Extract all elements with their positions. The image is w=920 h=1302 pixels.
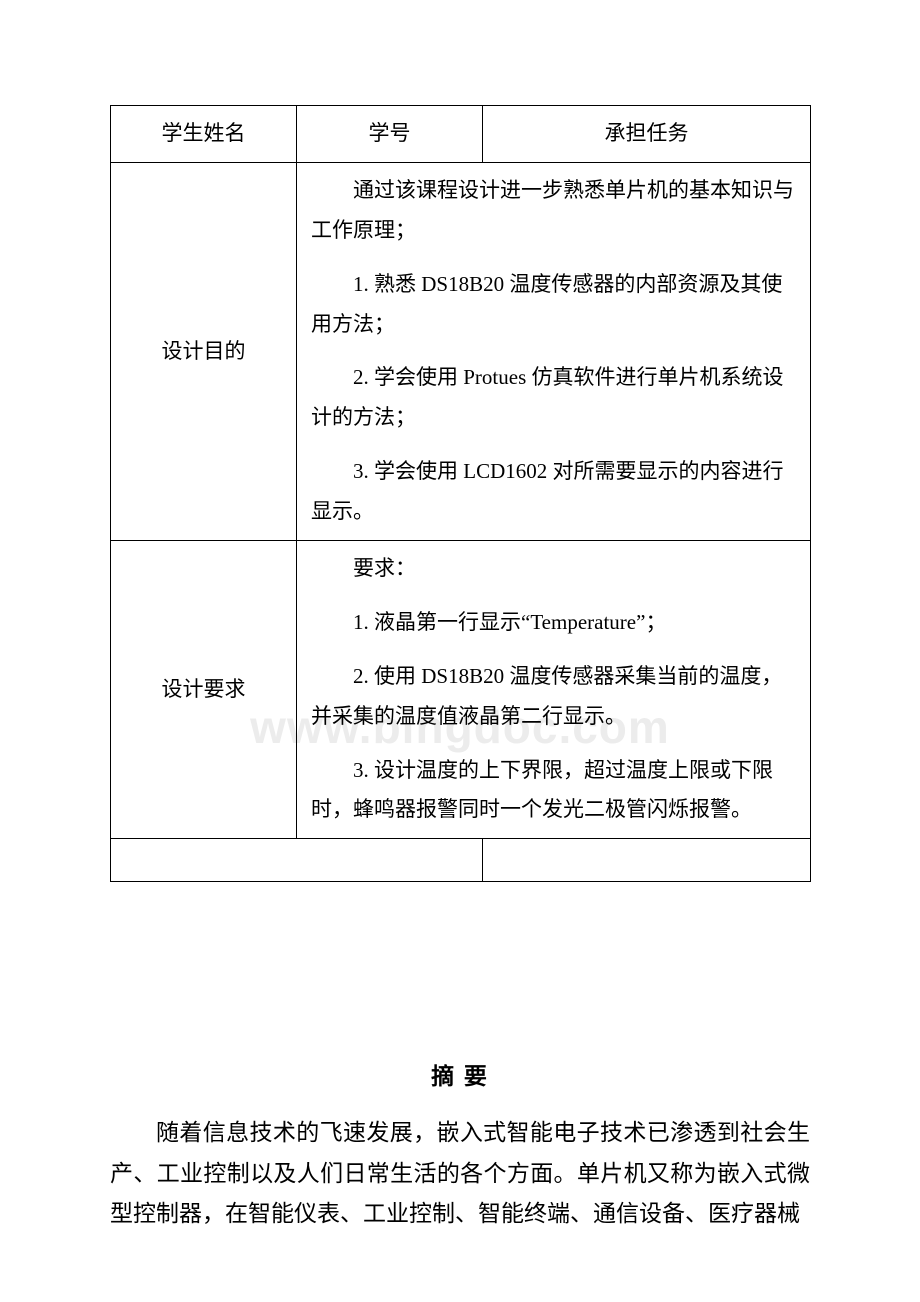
abstract-title: 摘 要 — [110, 1057, 810, 1091]
header-id: 学号 — [297, 106, 483, 163]
label-design-purpose: 设计目的 — [111, 162, 297, 540]
label-design-requirements: 设计要求 — [111, 541, 297, 839]
req-lead: 要求： — [311, 549, 796, 589]
content-design-requirements: 要求： 1. 液晶第一行显示“Temperature”； 2. 使用 DS18B… — [297, 541, 811, 839]
header-task: 承担任务 — [483, 106, 811, 163]
purpose-item-3: 3. 学会使用 LCD1602 对所需要显示的内容进行显示。 — [311, 452, 796, 532]
abstract-body: 随着信息技术的飞速发展，嵌入式智能电子技术已渗透到社会生产、工业控制以及人们日常… — [110, 1113, 810, 1234]
document-page: 学生姓名 学号 承担任务 设计目的 通过该课程设计进一步熟悉单片机的基本知识与工… — [0, 0, 920, 1294]
purpose-item-1: 1. 熟悉 DS18B20 温度传感器的内部资源及其使用方法； — [311, 265, 796, 345]
req-item-2: 2. 使用 DS18B20 温度传感器采集当前的温度，并采集的温度值液晶第二行显… — [311, 657, 796, 737]
purpose-intro: 通过该课程设计进一步熟悉单片机的基本知识与工作原理； — [311, 171, 796, 251]
req-item-1: 1. 液晶第一行显示“Temperature”； — [311, 603, 796, 643]
spec-table: 学生姓名 学号 承担任务 设计目的 通过该课程设计进一步熟悉单片机的基本知识与工… — [110, 105, 811, 882]
content-design-purpose: 通过该课程设计进一步熟悉单片机的基本知识与工作原理； 1. 熟悉 DS18B20… — [297, 162, 811, 540]
purpose-item-2: 2. 学会使用 Protues 仿真软件进行单片机系统设计的方法； — [311, 358, 796, 438]
empty-cell-right — [483, 839, 811, 882]
req-item-3: 3. 设计温度的上下界限，超过温度上限或下限时，蜂鸣器报警同时一个发光二极管闪烁… — [311, 751, 796, 831]
table-header-row: 学生姓名 学号 承担任务 — [111, 106, 811, 163]
row-empty-tail — [111, 839, 811, 882]
row-design-purpose: 设计目的 通过该课程设计进一步熟悉单片机的基本知识与工作原理； 1. 熟悉 DS… — [111, 162, 811, 540]
empty-cell-left — [111, 839, 483, 882]
header-name: 学生姓名 — [111, 106, 297, 163]
row-design-requirements: 设计要求 要求： 1. 液晶第一行显示“Temperature”； 2. 使用 … — [111, 541, 811, 839]
